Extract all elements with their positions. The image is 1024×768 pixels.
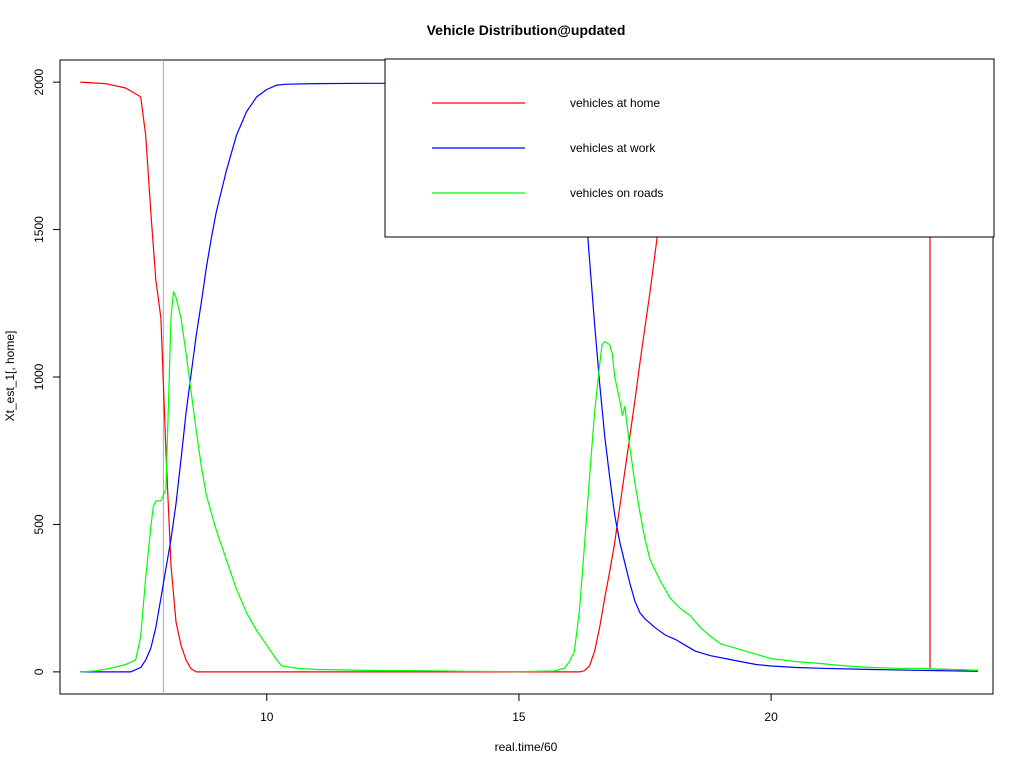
y-tick-label: 1000 [32, 363, 46, 390]
y-tick-label: 2000 [32, 68, 46, 95]
y-tick-label: 1500 [32, 216, 46, 243]
x-tick-label: 10 [260, 710, 274, 724]
y-axis: 0 500 1000 1500 2000 [32, 68, 60, 675]
y-axis-label: Xt_est_1[, home] [3, 331, 17, 422]
legend-label-vehicles-on-roads: vehicles on roads [570, 186, 663, 200]
legend-label-vehicles-at-work: vehicles at work [570, 141, 656, 155]
legend: vehicles at home vehicles at work vehicles… [384, 58, 995, 238]
series-line-vehicles-on-roads [80, 290, 978, 673]
x-tick-label: 20 [764, 710, 778, 724]
series-line-vehicles-at-home [80, 81, 978, 673]
y-tick-label: 500 [32, 514, 46, 534]
chart-title: Vehicle Distribution@updated [427, 22, 626, 38]
x-tick-label: 15 [512, 710, 526, 724]
x-axis: 10 15 20 [260, 694, 778, 724]
legend-label-vehicles-at-home: vehicles at home [570, 96, 660, 110]
x-axis-label: real.time/60 [495, 740, 558, 754]
y-tick-label: 0 [32, 668, 46, 675]
